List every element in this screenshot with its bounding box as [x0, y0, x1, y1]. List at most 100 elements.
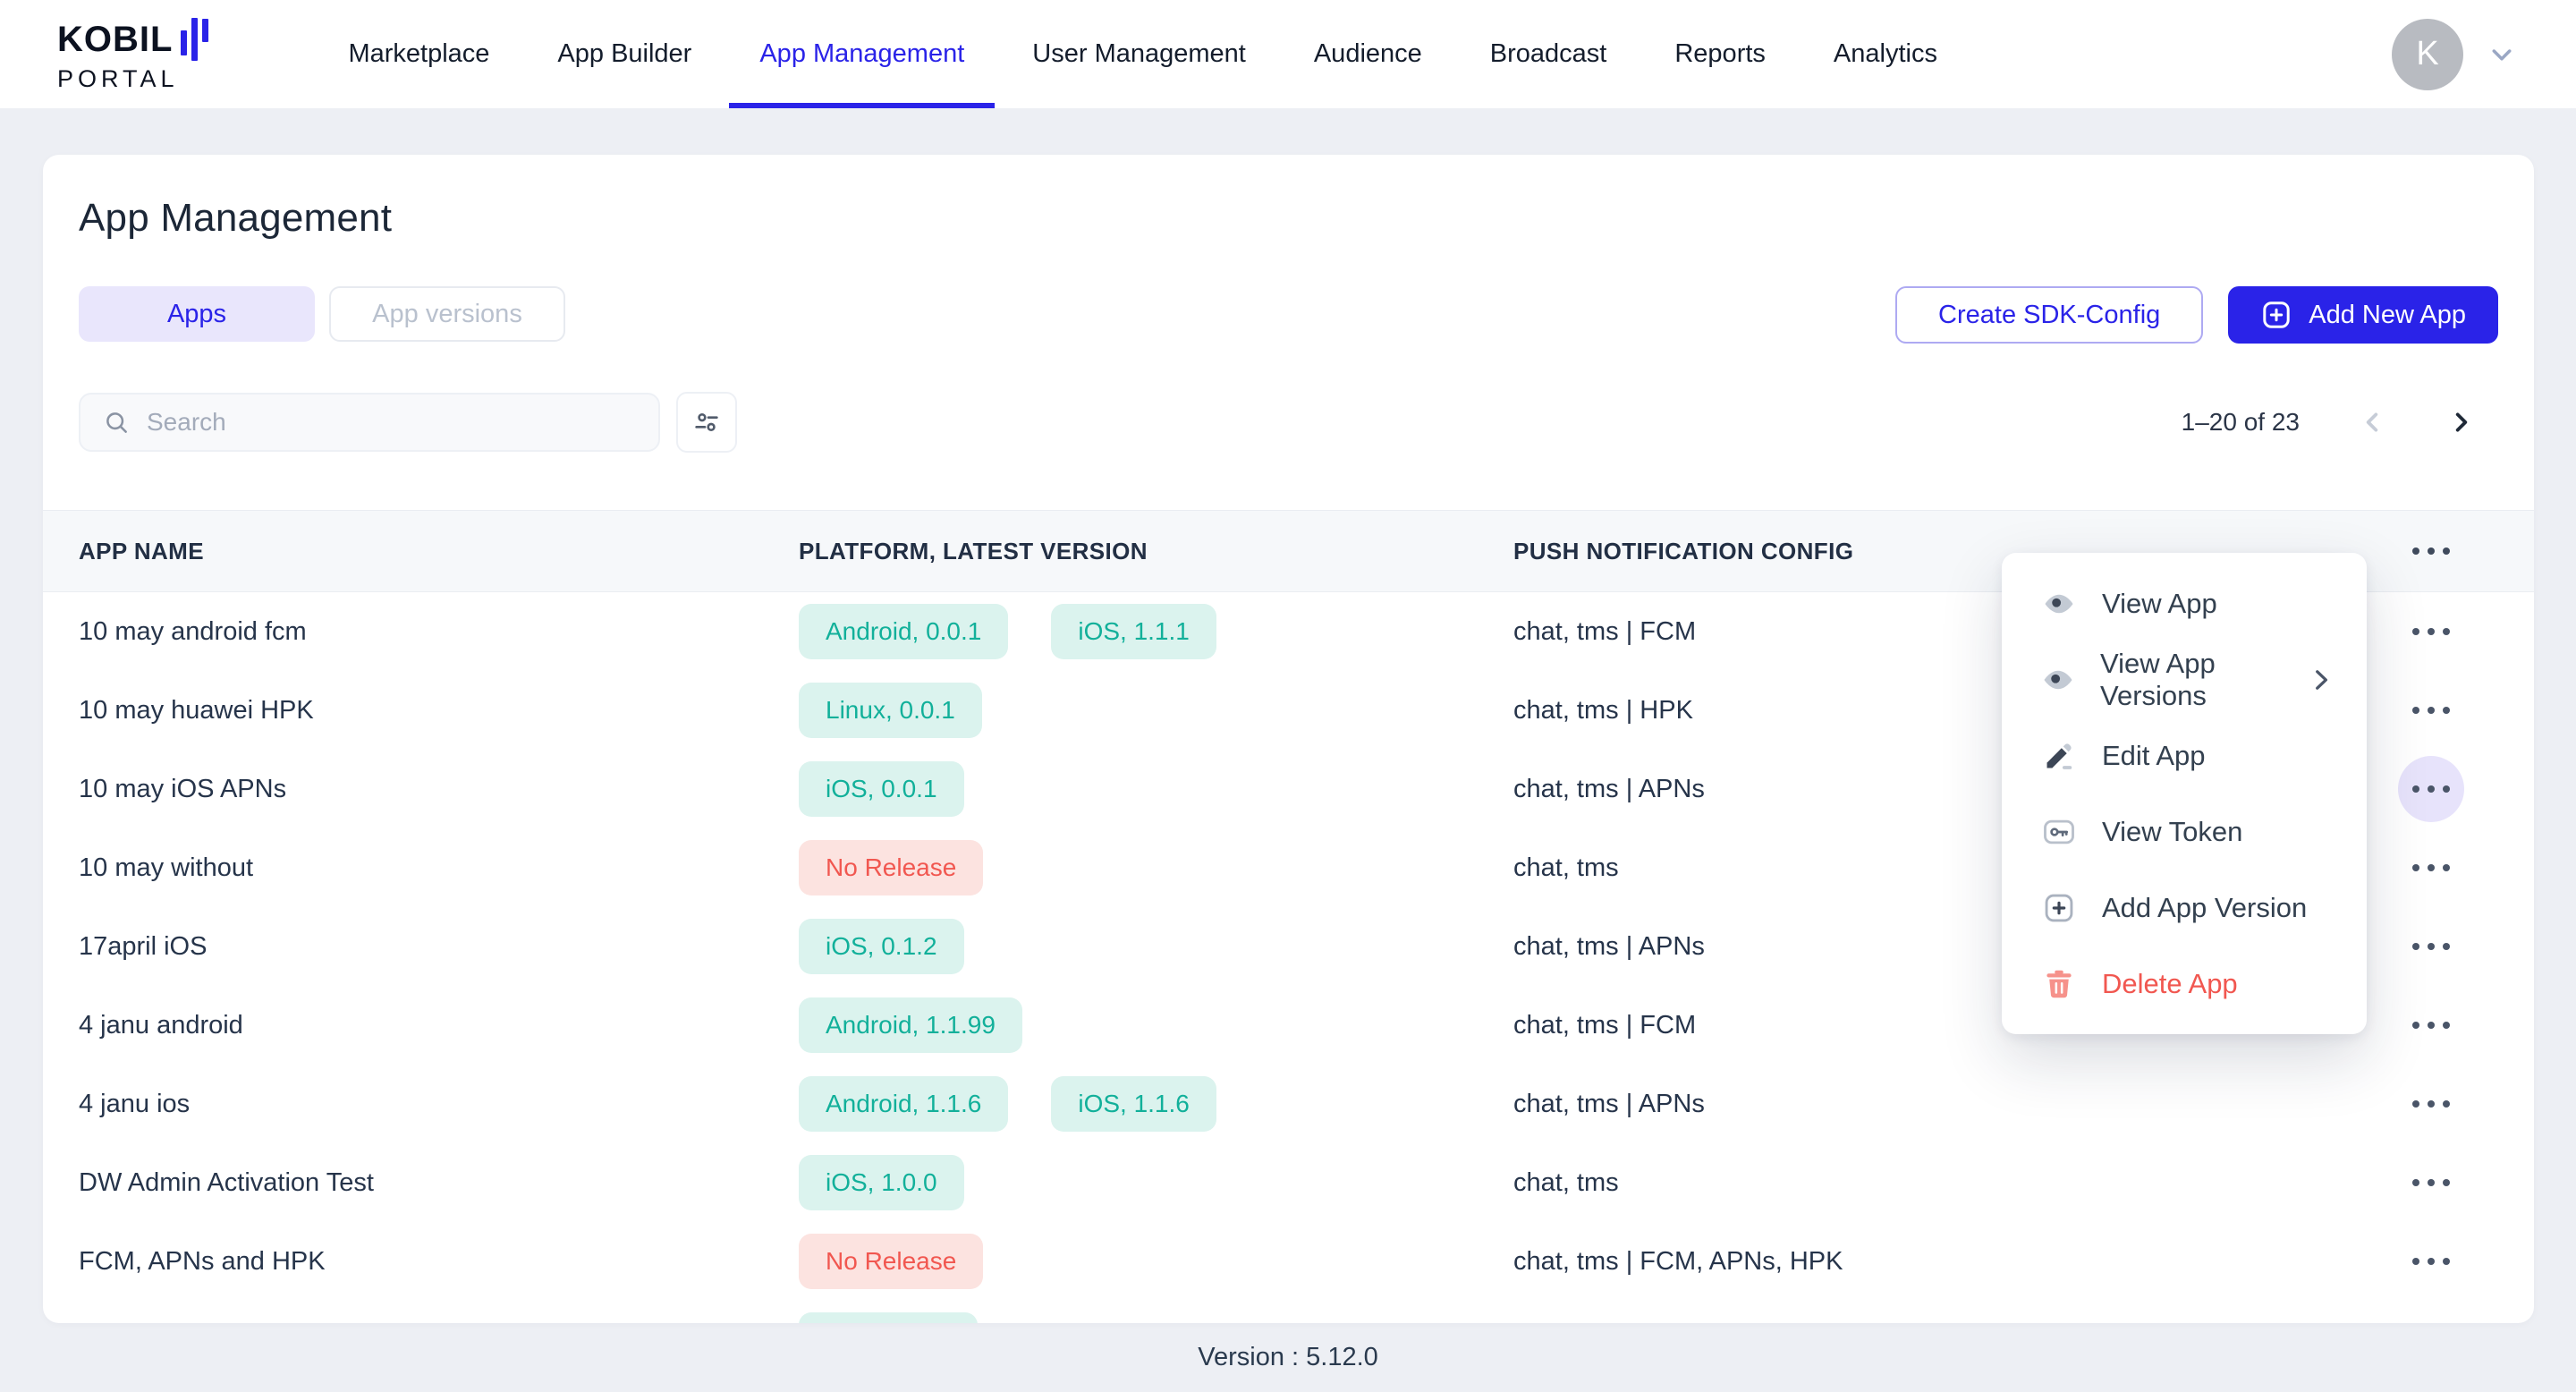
app-name: 10 may without	[79, 853, 254, 882]
row-actions-ellipsis-button[interactable]	[2398, 1150, 2464, 1216]
table-row: 10 may huawei HPK Linux, 0.0.1 chat, tms |…	[43, 671, 2534, 750]
apps-table-body: 10 may android fcm Android, 0.0.1 iOS, 1.1…	[43, 592, 2534, 1323]
push-notification-config: chat, tms	[1513, 1167, 1619, 1197]
menu-item-label: Edit App	[2102, 739, 2206, 771]
platform-badges: iOS, 0.1.2	[799, 919, 1513, 974]
tab-app-versions[interactable]: App versions	[329, 286, 565, 342]
nav-item-marketplace[interactable]: Marketplace	[348, 39, 490, 68]
app-name: DW Admin Activation Test	[79, 1167, 374, 1197]
platform-badges: iOS, 0.0.1	[799, 761, 1513, 817]
table-row: 10 may iOS APNs iOS, 0.0.1 chat, tms | APN…	[43, 750, 2534, 828]
table-header: APP NAME PLATFORM, LATEST VERSION PUSH N…	[43, 510, 2534, 592]
platform-badges: Android, 1.1.99	[799, 997, 1513, 1053]
menu-item-view-app-versions[interactable]: View App Versions	[2002, 641, 2367, 717]
platform-version-badge: Android, 0.0.1	[799, 604, 1009, 659]
app-name: 4 janu android	[79, 1010, 243, 1040]
footer: Version : 5.12.0	[0, 1323, 2576, 1392]
view-tabs: Apps App versions	[79, 286, 2534, 342]
chevron-down-icon[interactable]	[2485, 38, 2519, 72]
logo-word: KOBIL	[57, 19, 174, 59]
logo-subtitle: PORTAL	[57, 64, 179, 92]
platform-version-badge	[799, 1312, 978, 1323]
app-name: 4 janu ios	[79, 1089, 191, 1118]
table-row: 10 may android fcm Android, 0.0.1 iOS, 1.1…	[43, 592, 2534, 671]
menu-item-view-app[interactable]: View App	[2002, 565, 2367, 641]
push-notification-config: chat, tms | APNs	[1513, 1089, 1705, 1118]
table-row	[43, 1301, 2534, 1323]
key-icon	[2041, 815, 2077, 849]
menu-item-delete-app[interactable]: Delete App	[2002, 946, 2367, 1022]
search-input[interactable]	[147, 408, 637, 437]
app-name: 10 may huawei HPK	[79, 695, 314, 725]
row-actions-ellipsis-button[interactable]	[2398, 598, 2464, 665]
table-row: 10 may without No Release chat, tms	[43, 828, 2534, 907]
menu-item-label: View App	[2102, 587, 2217, 619]
column-header-app-name: APP NAME	[79, 537, 204, 564]
nav-item-audience[interactable]: Audience	[1313, 39, 1422, 68]
menu-item-add-app-version[interactable]: Add App Version	[2002, 870, 2367, 946]
primary-nav: Marketplace App Builder App Management User…	[314, 0, 1971, 108]
plus-square-icon	[2041, 891, 2077, 925]
pagination-prev-button[interactable]	[2359, 408, 2387, 437]
header-ellipsis-icon[interactable]	[2412, 547, 2450, 555]
chevron-right-icon	[2306, 665, 2336, 695]
filter-button[interactable]	[676, 392, 737, 453]
tab-apps[interactable]: Apps	[79, 286, 315, 342]
row-actions-ellipsis-button[interactable]	[2398, 835, 2464, 901]
trash-icon	[2041, 967, 2077, 1001]
avatar[interactable]: K	[2392, 18, 2463, 90]
pencil-icon	[2041, 739, 2077, 773]
nav-item-user-management[interactable]: User Management	[1032, 39, 1246, 68]
table-row: 17april iOS iOS, 0.1.2 chat, tms | APNs	[43, 907, 2534, 986]
platform-badges	[799, 1312, 1513, 1323]
table-row: FCM, APNs and HPK No Release chat, tms | F…	[43, 1222, 2534, 1301]
add-new-app-button[interactable]: Add New App	[2228, 286, 2498, 344]
pagination-next-button[interactable]	[2446, 408, 2475, 437]
nav-item-reports[interactable]: Reports	[1674, 39, 1766, 68]
push-notification-config: chat, tms | APNs	[1513, 774, 1705, 803]
platform-badges: Linux, 0.0.1	[799, 683, 1513, 738]
platform-version-badge: Android, 1.1.6	[799, 1076, 1009, 1132]
eye-icon	[2041, 663, 2075, 697]
portal-version-label: Version : 5.12.0	[1198, 1343, 1378, 1371]
pagination-range: 1–20 of 23	[2181, 408, 2300, 436]
create-sdk-config-button[interactable]: Create SDK-Config	[1895, 286, 2204, 344]
nav-item-app-builder[interactable]: App Builder	[557, 39, 692, 68]
nav-item-app-management[interactable]: App Management	[725, 0, 998, 108]
nav-item-analytics[interactable]: Analytics	[1833, 39, 1937, 68]
platform-version-badge: iOS, 0.1.2	[799, 919, 964, 974]
menu-item-label: Add App Version	[2102, 891, 2308, 923]
menu-item-label: Delete App	[2102, 967, 2238, 999]
platform-badges: No Release	[799, 1234, 1513, 1289]
table-row: 4 janu ios Android, 1.1.6 iOS, 1.1.6 chat, …	[43, 1065, 2534, 1143]
row-actions-ellipsis-button[interactable]	[2398, 1307, 2464, 1323]
table-row: 4 janu android Android, 1.1.99 chat, tms |…	[43, 986, 2534, 1065]
nav-item-broadcast[interactable]: Broadcast	[1489, 39, 1607, 68]
push-notification-config: chat, tms | FCM	[1513, 616, 1697, 646]
row-actions-ellipsis-button[interactable]	[2398, 1228, 2464, 1294]
push-notification-config: chat, tms | APNs	[1513, 931, 1705, 961]
app-name: 10 may android fcm	[79, 616, 307, 646]
column-header-platform: PLATFORM, LATEST VERSION	[799, 537, 1148, 564]
plus-square-icon	[2260, 299, 2292, 331]
menu-item-edit-app[interactable]: Edit App	[2002, 717, 2367, 794]
platform-version-badge: iOS, 1.1.6	[1051, 1076, 1216, 1132]
push-notification-config: chat, tms | FCM, APNs, HPK	[1513, 1246, 1843, 1276]
row-actions-ellipsis-button[interactable]	[2398, 1071, 2464, 1137]
row-actions-ellipsis-button[interactable]	[2398, 913, 2464, 980]
row-actions-ellipsis-button[interactable]	[2398, 992, 2464, 1058]
menu-item-label: View App Versions	[2100, 647, 2216, 711]
platform-badges: Android, 1.1.6 iOS, 1.1.6	[799, 1076, 1513, 1132]
menu-item-label: View Token	[2102, 815, 2243, 847]
table-row: DW Admin Activation Test iOS, 1.0.0 chat, …	[43, 1143, 2534, 1222]
kobil-portal-logo: KOBIL PORTAL	[57, 17, 209, 92]
row-actions-ellipsis-button[interactable]	[2398, 677, 2464, 743]
row-actions-ellipsis-button[interactable]	[2398, 756, 2464, 822]
platform-version-badge: Android, 1.1.99	[799, 997, 1022, 1053]
no-release-badge: No Release	[799, 1234, 984, 1289]
app-name: FCM, APNs and HPK	[79, 1246, 326, 1276]
eye-icon	[2041, 587, 2077, 621]
add-new-app-label: Add New App	[2309, 300, 2466, 329]
menu-item-view-token[interactable]: View Token	[2002, 794, 2367, 870]
platform-badges: Android, 0.0.1 iOS, 1.1.1	[799, 604, 1513, 659]
